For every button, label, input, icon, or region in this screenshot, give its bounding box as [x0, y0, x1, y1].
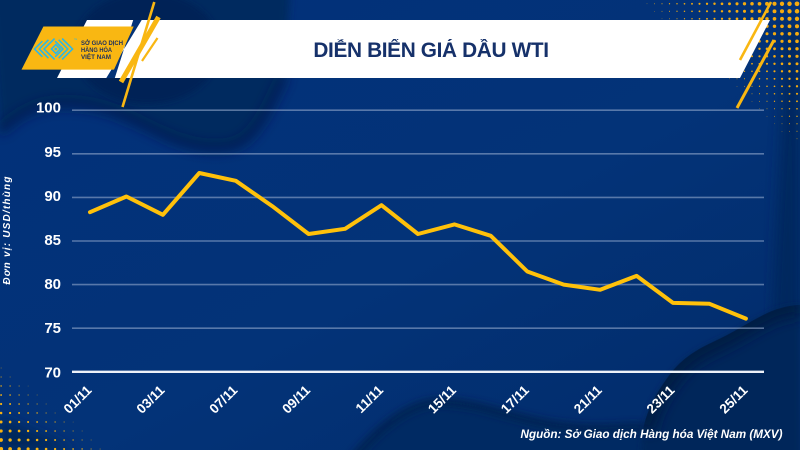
svg-text:Nguồn: Sở Giao dịch Hàng hóa V: Nguồn: Sở Giao dịch Hàng hóa Việt Nam (M… [521, 428, 783, 441]
svg-text:75: 75 [44, 320, 61, 337]
svg-text:SỞ GIAO DỊCH: SỞ GIAO DỊCH [81, 38, 123, 47]
svg-text:HÀNG HÓA: HÀNG HÓA [81, 45, 112, 54]
svg-text:™: ™ [74, 38, 78, 42]
svg-text:90: 90 [44, 188, 61, 205]
svg-text:VIỆT NAM: VIỆT NAM [81, 52, 111, 61]
svg-text:100: 100 [36, 100, 61, 117]
svg-text:95: 95 [44, 144, 61, 161]
svg-text:85: 85 [44, 232, 61, 249]
svg-text:70: 70 [44, 364, 61, 381]
svg-text:80: 80 [44, 276, 61, 293]
svg-text:DIỄN BIẾN GIÁ DẦU WTI: DIỄN BIẾN GIÁ DẦU WTI [313, 39, 548, 62]
svg-text:Đơn vị: USD/thùng: Đơn vị: USD/thùng [2, 175, 13, 284]
